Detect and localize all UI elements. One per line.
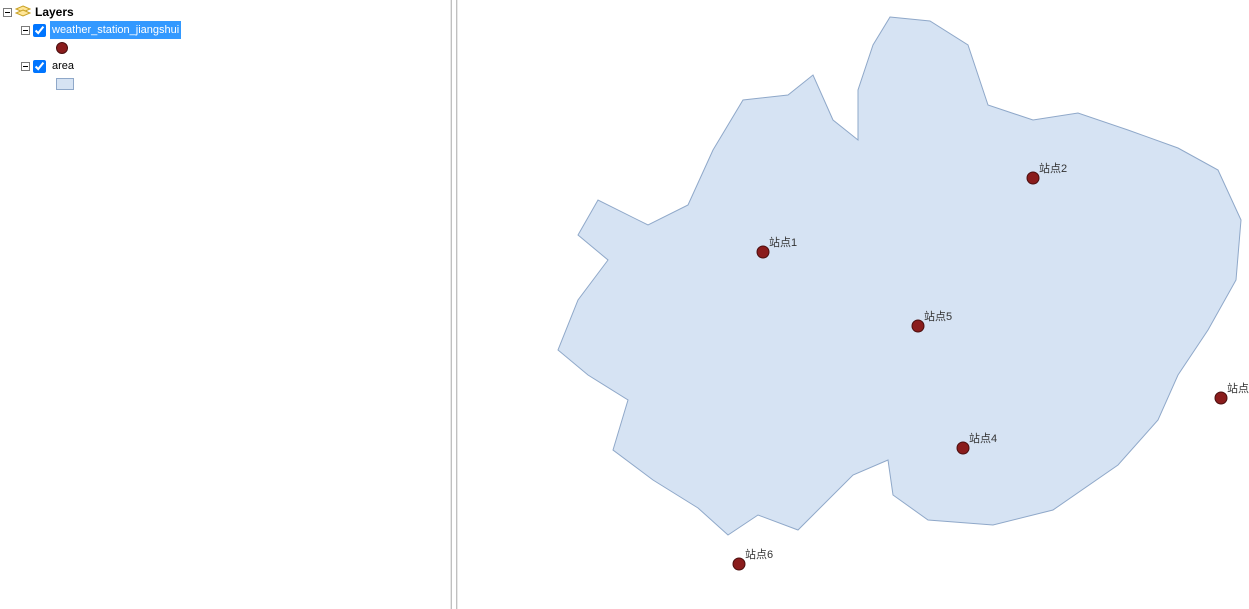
layer-label[interactable]: weather_station_jiangshui [50,21,181,39]
layer-symbol-row [2,39,450,57]
station-point[interactable] [733,558,746,571]
layer-row-weather_station_jiangshui[interactable]: weather_station_jiangshui [2,21,450,39]
collapse-icon[interactable] [20,61,31,72]
layers-stack-icon [15,5,31,19]
map-view[interactable]: 站点1站点2站点5站点3站点4站点6 [458,0,1249,609]
station-point[interactable] [1027,172,1040,185]
layer-visibility-checkbox[interactable] [33,24,46,37]
area-polygon-layer [458,0,1249,609]
app-root: Layers weather_station_jiangshuiarea 站点1… [0,0,1249,609]
layer-visibility-checkbox[interactable] [33,60,46,73]
station-point[interactable] [957,442,970,455]
layers-root-row[interactable]: Layers [2,3,450,21]
station-point[interactable] [912,320,925,333]
collapse-icon[interactable] [20,25,31,36]
layer-symbol-row [2,75,450,93]
collapse-icon[interactable] [2,7,13,18]
station-point[interactable] [1215,392,1228,405]
layers-list: weather_station_jiangshuiarea [2,21,450,93]
layers-panel: Layers weather_station_jiangshuiarea [0,0,450,609]
station-point[interactable] [757,246,770,259]
layer-row-area[interactable]: area [2,57,450,75]
polygon-symbol-icon [56,78,74,90]
area-polygon [558,17,1241,535]
layer-label[interactable]: area [50,57,76,75]
panel-splitter[interactable] [450,0,458,609]
layers-root-label: Layers [33,3,76,21]
point-symbol-icon [56,42,68,54]
